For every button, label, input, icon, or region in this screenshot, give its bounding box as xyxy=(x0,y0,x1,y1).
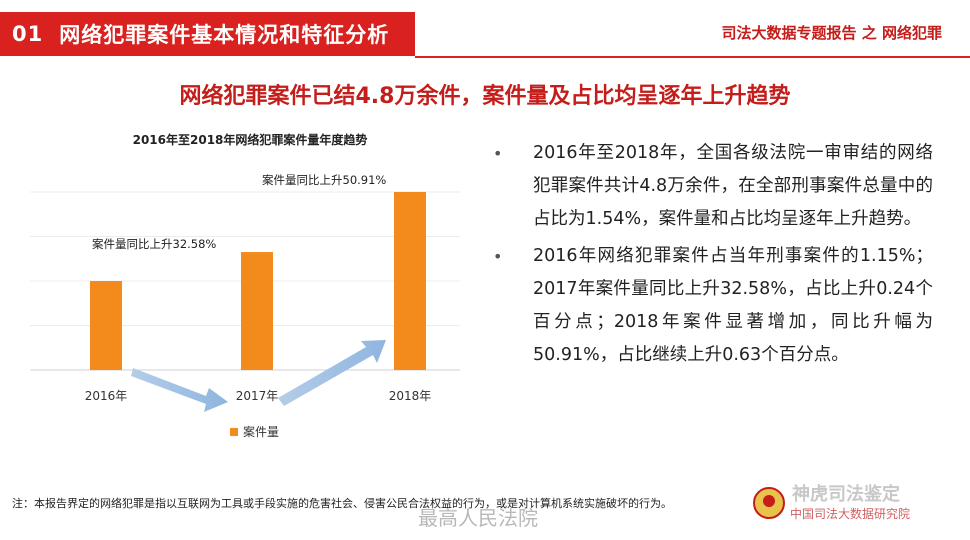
annotation-2018: 案件量同比上升50.91% xyxy=(262,173,386,187)
wechat-watermark: 神虎司法鉴定 xyxy=(792,484,900,505)
bar-2017年 xyxy=(241,252,273,370)
slide-headline: 网络犯罪案件已结4.8万余件，案件量及占比均呈逐年上升趋势 xyxy=(179,84,791,109)
bullet-item: • 2016年至2018年，全国各级法院一审审结的网络犯罪案件共计4.8万余件，… xyxy=(493,137,933,236)
bar-2016年 xyxy=(90,281,122,370)
institute-watermark: 中国司法大数据研究院 xyxy=(790,507,911,521)
court-emblem-icon xyxy=(753,487,785,519)
section-title: 网络犯罪案件基本情况和特征分析 xyxy=(59,23,390,47)
footnote: 注：本报告界定的网络犯罪是指以互联网为工具或手段实施的危害社会、侵害公民合法权益… xyxy=(12,497,672,510)
bullet-dot: • xyxy=(493,144,503,163)
bullet-dot: • xyxy=(493,247,503,266)
bullet-item: • 2016年网络犯罪案件占当年刑事案件的1.15%； 2017年案件量同比上升… xyxy=(493,240,933,372)
bar-2018年 xyxy=(394,192,426,370)
bullet-text: 2016年至2018年，全国各级法院一审审结的网络犯罪案件共计4.8万余件，在全… xyxy=(533,143,933,229)
section-number: 01 xyxy=(12,22,44,46)
weibo-watermark: 最高人民法院 xyxy=(418,506,538,530)
section-header: 01 网络犯罪案件基本情况和特征分析 xyxy=(0,12,415,56)
chart-bars xyxy=(90,192,426,370)
trend-arrow-1 xyxy=(131,368,228,412)
trend-arrow-2 xyxy=(278,340,386,406)
report-tag: 司法大数据专题报告 之 网络犯罪 xyxy=(721,24,942,42)
legend-label: 案件量 xyxy=(243,424,279,439)
bullet-list: • 2016年至2018年，全国各级法院一审审结的网络犯罪案件共计4.8万余件，… xyxy=(493,137,933,376)
header-rule xyxy=(415,56,970,58)
annotation-2017: 案件量同比上升32.58% xyxy=(92,237,216,251)
legend-swatch xyxy=(230,428,238,436)
x-tick-label: 2017年 xyxy=(236,389,279,403)
chart-title: 2016年至2018年网络犯罪案件量年度趋势 xyxy=(132,133,368,147)
x-tick-label: 2016年 xyxy=(85,389,128,403)
x-axis-labels: 2016年 2017年 2018年 xyxy=(85,389,432,403)
x-tick-label: 2018年 xyxy=(389,389,432,403)
bullet-text: 2016年网络犯罪案件占当年刑事案件的1.15%； 2017年案件量同比上升32… xyxy=(533,246,933,365)
bar-chart: 2016年 2017年 2018年 案件量同比上升32.58% 案件量同比上升50.… xyxy=(30,173,460,439)
